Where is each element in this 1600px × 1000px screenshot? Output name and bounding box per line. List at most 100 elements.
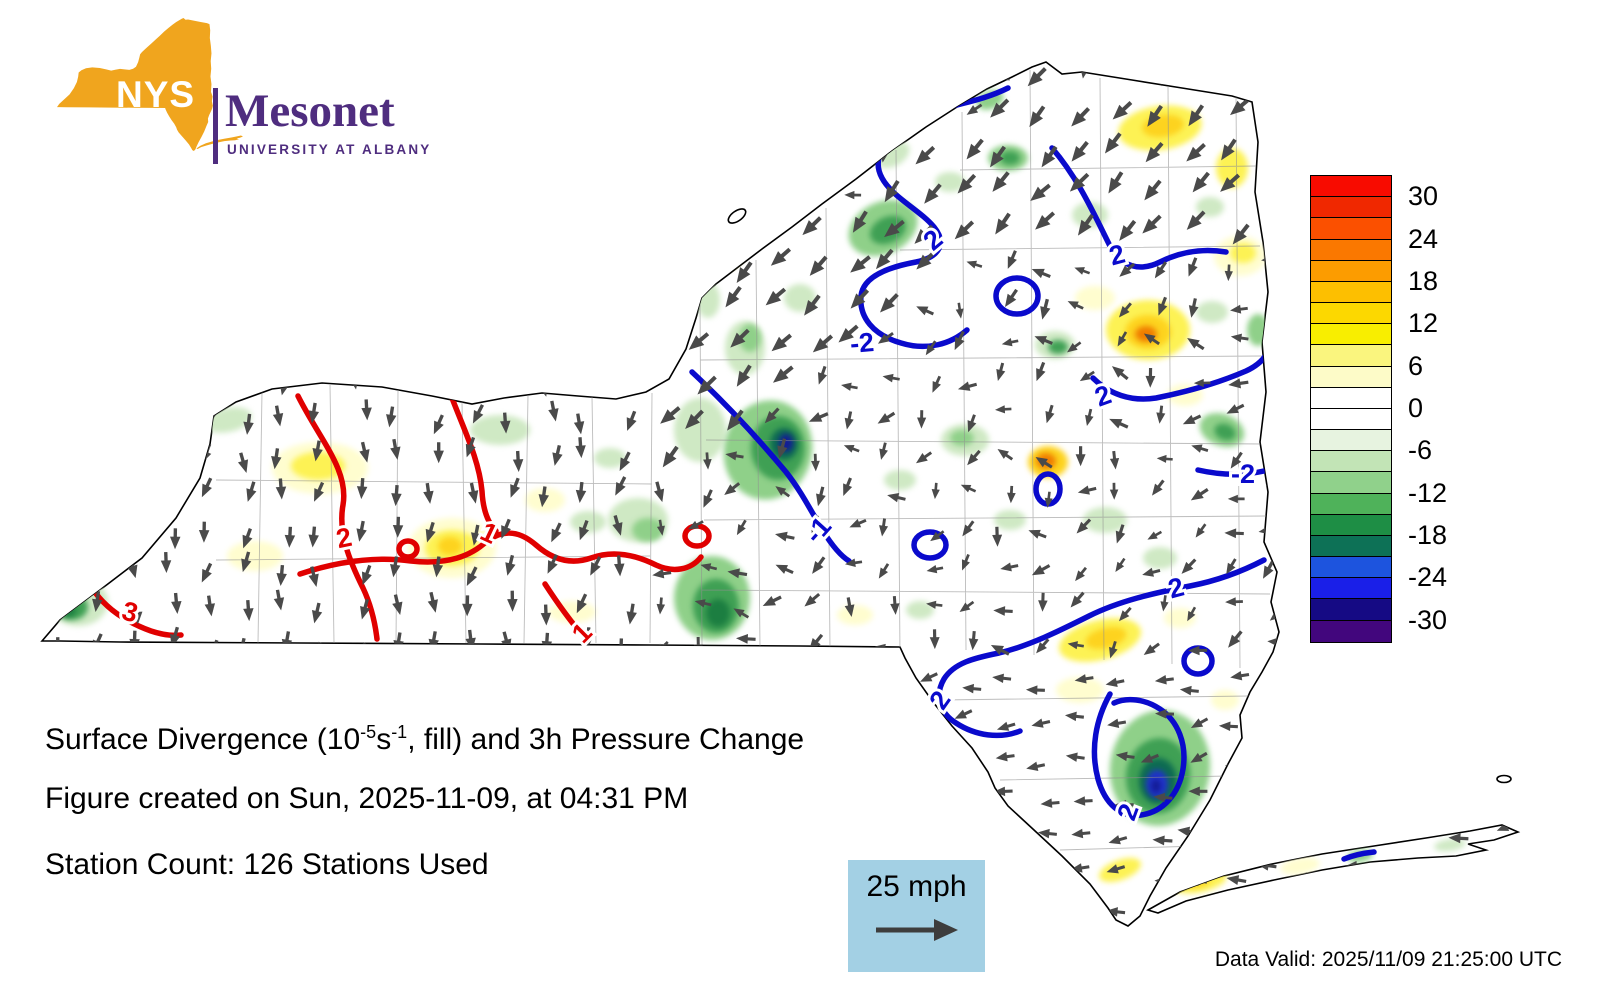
colorbar-tick: 24	[1408, 223, 1439, 254]
wind-arrow-icon	[1328, 908, 1353, 924]
wind-arrow-icon	[657, 675, 681, 693]
wind-arrow-icon	[86, 209, 101, 235]
wind-arrow-icon	[498, 820, 514, 846]
wind-arrow-icon	[805, 173, 822, 198]
colorbar-segment	[1311, 557, 1391, 579]
wind-arrow-icon	[1295, 711, 1320, 731]
wind-arrow-icon	[320, 321, 338, 348]
wind-arrow-icon	[1490, 872, 1515, 887]
wind-arrow-icon	[1298, 758, 1322, 775]
wind-arrow-icon	[158, 246, 178, 273]
wind-arrow-icon	[1490, 717, 1515, 739]
wind-arrow-icon	[1254, 718, 1279, 735]
wind-arrow-icon	[878, 680, 903, 702]
wind-arrow-icon	[734, 66, 749, 88]
wind-arrow-icon	[122, 296, 140, 322]
wind-arrow-icon	[913, 743, 938, 760]
wind-arrow-icon	[1478, 132, 1510, 162]
wind-arrow-icon	[1258, 99, 1290, 130]
wind-arrow-icon	[500, 287, 521, 314]
logo-mesonet-text: Mesonet	[225, 85, 395, 137]
wind-arrow-icon	[196, 366, 219, 393]
wind-arrow-icon	[307, 360, 330, 388]
wind-arrow-icon	[77, 823, 97, 850]
wind-arrow-icon	[771, 868, 797, 889]
wind-arrow-icon	[1264, 292, 1287, 312]
colorbar-segment	[1311, 176, 1391, 198]
wind-arrow-icon	[1480, 95, 1512, 126]
wind-arrow-icon	[1450, 69, 1478, 92]
wind-arrow-icon	[1331, 708, 1356, 729]
wind-arrow-icon	[658, 855, 683, 875]
wind-arrow-icon	[465, 215, 488, 242]
wind-arrow-icon	[1229, 62, 1244, 84]
wind-arrow-icon	[42, 331, 61, 359]
wind-arrow-icon	[318, 290, 334, 316]
wind-arrow-icon	[954, 66, 982, 88]
wind-arrow-icon	[725, 822, 750, 840]
wind-arrow-icon	[469, 250, 489, 278]
wind-arrow-icon	[692, 96, 708, 117]
colorbar-segment	[1311, 387, 1391, 409]
wind-arrow-icon	[610, 243, 632, 271]
wind-arrow-icon	[884, 709, 908, 723]
wind-arrow-icon	[763, 820, 787, 836]
wind-arrow-icon	[1403, 749, 1428, 770]
wind-arrow-icon	[1489, 742, 1514, 762]
wind-arrow-icon	[83, 478, 104, 506]
wind-arrow-icon	[42, 244, 58, 270]
wind-arrow-icon	[390, 366, 409, 393]
wind-arrow-icon	[1438, 104, 1468, 136]
wind-arrow-icon	[347, 249, 368, 276]
wind-arrow-icon	[384, 335, 402, 362]
colorbar-tick: -24	[1408, 562, 1448, 593]
wind-arrow-icon	[199, 330, 214, 356]
wind-arrow-icon	[624, 282, 640, 308]
wind-arrow-icon	[1481, 782, 1506, 801]
wind-arrow-icon	[230, 287, 252, 314]
wind-arrow-icon	[881, 63, 895, 84]
colorbar-segment	[1311, 472, 1391, 494]
colorbar-segment	[1311, 260, 1391, 282]
wind-arrow-icon	[840, 146, 863, 171]
wind-arrow-icon	[87, 436, 105, 462]
wind-arrow-icon	[1303, 790, 1328, 809]
colorbar-tick: -30	[1408, 604, 1448, 635]
wind-arrow-icon	[121, 676, 142, 703]
wind-arrow-icon	[123, 404, 142, 431]
wind-arrow-icon	[432, 673, 448, 699]
wind-arrow-icon	[582, 674, 600, 701]
wind-arrow-icon	[42, 522, 61, 550]
wind-arrow-icon	[659, 136, 680, 158]
wind-arrow-icon	[1255, 132, 1282, 159]
wind-arrow-icon	[88, 896, 106, 923]
wind-arrow-icon	[1032, 869, 1056, 884]
wind-arrow-icon	[763, 756, 787, 771]
wind-arrow-icon	[242, 360, 259, 386]
wind-arrow-icon	[1372, 667, 1397, 687]
wind-arrow-icon	[881, 101, 904, 123]
wind-arrow-icon	[683, 131, 708, 156]
wind-arrow-icon	[195, 816, 214, 843]
wind-arrow-icon	[843, 782, 867, 798]
wind-arrow-icon	[271, 290, 288, 316]
wind-arrow-icon	[50, 900, 73, 926]
wind-arrow-icon	[421, 363, 438, 390]
colorbar-tick-labels: 30 24 18 12 6 0 -6 -12 -18 -24 -30	[1408, 175, 1498, 641]
map-title: Surface Divergence (10-5s-1, fill) and 3…	[45, 722, 804, 757]
wind-arrow-icon	[42, 411, 60, 438]
wind-arrow-icon	[574, 216, 594, 244]
wind-arrow-icon	[313, 905, 329, 926]
wind-arrow-icon	[846, 712, 871, 731]
title-prefix: Surface Divergence (10	[45, 723, 361, 756]
wind-arrow-icon	[574, 63, 598, 91]
wind-arrow-icon	[53, 560, 71, 587]
wind-arrow-icon	[1341, 790, 1365, 806]
wind-arrow-icon	[1367, 135, 1397, 167]
wind-arrow-icon	[802, 670, 828, 690]
wind-arrow-icon	[571, 828, 593, 856]
wind-arrow-icon	[577, 864, 597, 891]
wind-arrow-icon	[990, 896, 1014, 910]
pressure-rise-contours	[89, 393, 712, 642]
